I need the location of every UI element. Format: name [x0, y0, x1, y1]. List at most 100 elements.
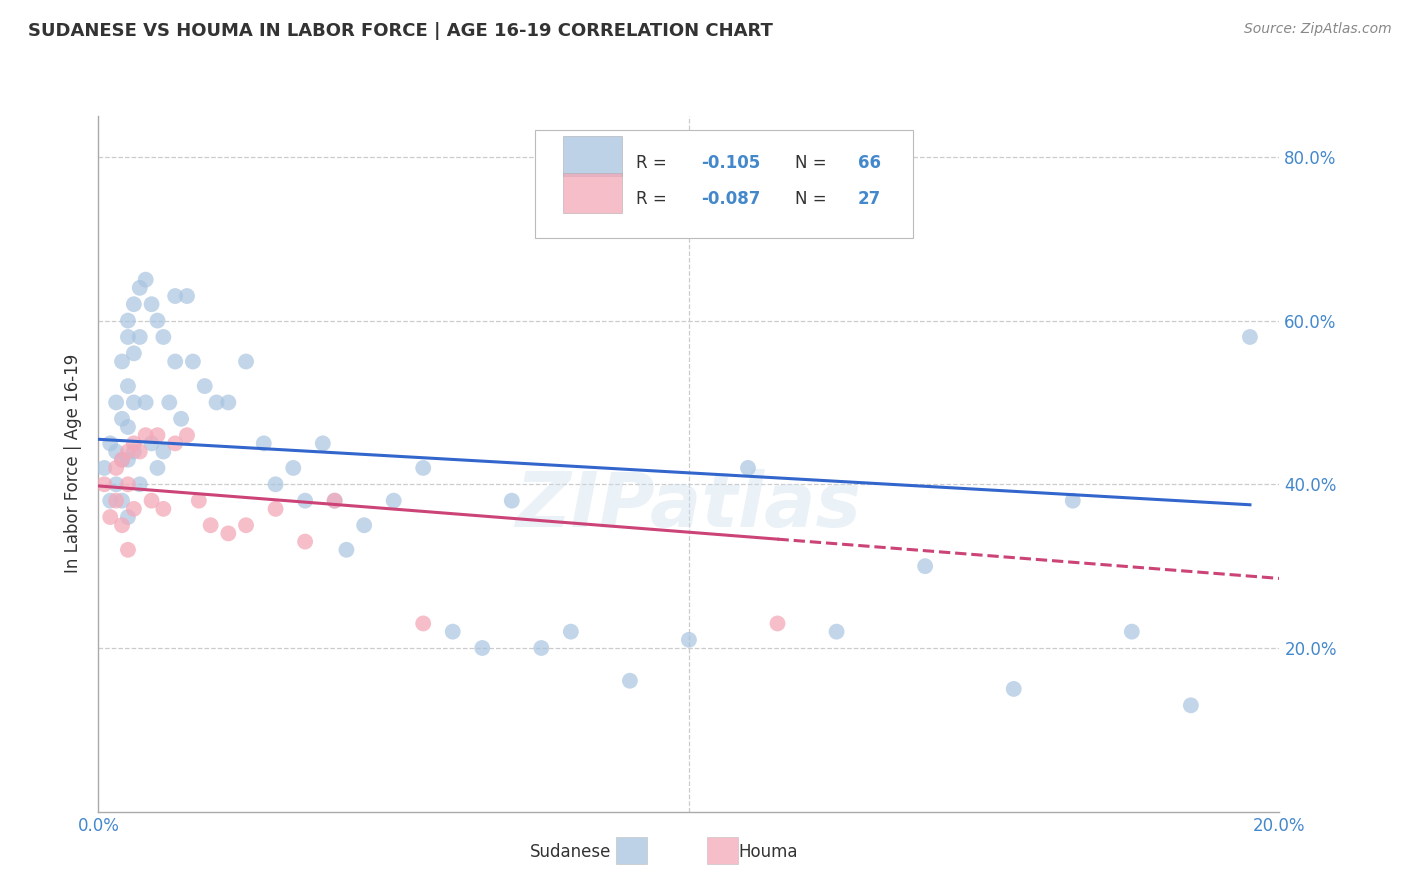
Text: ZIPatlas: ZIPatlas [516, 468, 862, 542]
Point [152, 330, 174, 344]
Point [678, 632, 700, 647]
Point [141, 493, 163, 508]
Point [152, 444, 174, 458]
FancyBboxPatch shape [562, 173, 621, 213]
Point [117, 542, 139, 557]
Point [1239, 330, 1261, 344]
Point [122, 395, 145, 409]
Point [105, 395, 128, 409]
Text: N =: N = [796, 191, 832, 209]
Text: R =: R = [636, 154, 672, 172]
Text: Houma: Houma [738, 843, 797, 861]
Point [335, 542, 357, 557]
Point [122, 436, 145, 450]
Point [128, 330, 150, 344]
Point [146, 461, 169, 475]
Point [176, 289, 198, 303]
Point [146, 428, 169, 442]
Text: Source: ZipAtlas.com: Source: ZipAtlas.com [1244, 22, 1392, 37]
Point [176, 428, 198, 442]
Point [205, 395, 228, 409]
Text: R =: R = [636, 191, 672, 209]
Point [122, 297, 145, 311]
Point [98, 510, 121, 524]
Point [141, 297, 163, 311]
Point [105, 444, 128, 458]
Point [560, 624, 582, 639]
Point [128, 444, 150, 458]
FancyBboxPatch shape [562, 136, 621, 177]
Point [412, 461, 434, 475]
Point [128, 281, 150, 295]
Point [441, 624, 464, 639]
Point [235, 354, 257, 368]
Text: 66: 66 [858, 154, 880, 172]
Point [264, 501, 287, 516]
Point [217, 526, 239, 541]
Point [170, 412, 193, 426]
Point [353, 518, 375, 533]
Text: 27: 27 [858, 191, 882, 209]
Point [501, 493, 523, 508]
Point [117, 477, 139, 491]
Point [117, 510, 139, 524]
Point [111, 452, 134, 467]
Point [294, 534, 316, 549]
Point [914, 559, 936, 574]
Point [1002, 681, 1025, 696]
Point [217, 395, 239, 409]
Point [93, 461, 115, 475]
Point [312, 436, 335, 450]
Point [737, 461, 759, 475]
Point [766, 616, 789, 631]
Point [117, 379, 139, 393]
Point [117, 330, 139, 344]
Point [471, 640, 494, 655]
Point [323, 493, 346, 508]
Point [141, 436, 163, 450]
Point [122, 501, 145, 516]
Point [165, 289, 187, 303]
Point [187, 493, 209, 508]
Point [93, 477, 115, 491]
Point [111, 493, 134, 508]
Point [117, 420, 139, 434]
Point [530, 640, 553, 655]
Point [105, 461, 128, 475]
Point [105, 477, 128, 491]
FancyBboxPatch shape [536, 130, 914, 238]
Point [128, 477, 150, 491]
Point [1121, 624, 1143, 639]
Point [253, 436, 276, 450]
Y-axis label: In Labor Force | Age 16-19: In Labor Force | Age 16-19 [65, 354, 83, 574]
Point [194, 379, 217, 393]
Point [165, 354, 187, 368]
Point [111, 412, 134, 426]
Point [122, 444, 145, 458]
Point [111, 518, 134, 533]
Point [135, 395, 157, 409]
Point [122, 346, 145, 360]
Point [283, 461, 305, 475]
Point [146, 313, 169, 327]
Text: -0.087: -0.087 [700, 191, 761, 209]
Point [294, 493, 316, 508]
Point [105, 493, 128, 508]
Point [165, 436, 187, 450]
Point [323, 493, 346, 508]
Point [825, 624, 848, 639]
Point [157, 395, 180, 409]
Point [235, 518, 257, 533]
Point [111, 354, 134, 368]
Text: Sudanese: Sudanese [530, 843, 612, 861]
Text: SUDANESE VS HOUMA IN LABOR FORCE | AGE 16-19 CORRELATION CHART: SUDANESE VS HOUMA IN LABOR FORCE | AGE 1… [28, 22, 773, 40]
Point [264, 477, 287, 491]
Text: N =: N = [796, 154, 832, 172]
Point [135, 273, 157, 287]
Point [152, 501, 174, 516]
Point [117, 452, 139, 467]
Point [619, 673, 641, 688]
Text: -0.105: -0.105 [700, 154, 761, 172]
Point [200, 518, 222, 533]
Point [117, 313, 139, 327]
